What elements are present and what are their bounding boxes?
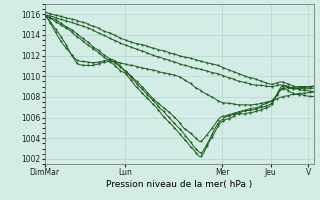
X-axis label: Pression niveau de la mer( hPa ): Pression niveau de la mer( hPa ) (106, 180, 252, 189)
